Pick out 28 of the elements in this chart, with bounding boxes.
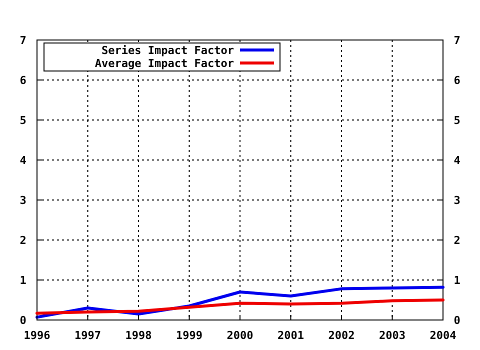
y2-tick-label: 2 (454, 234, 460, 247)
y2-tick-label: 3 (454, 194, 460, 207)
y2-tick-label: 0 (454, 314, 460, 327)
y2-tick-label: 7 (454, 34, 460, 47)
y2-tick-label: 4 (454, 154, 461, 167)
y-tick-label: 7 (20, 34, 26, 47)
y-tick-label: 4 (20, 154, 27, 167)
y2-tick-label: 1 (454, 274, 461, 287)
x-tick-label: 1999 (176, 329, 202, 342)
x-tick-label: 2004 (430, 329, 457, 342)
y-tick-label: 6 (20, 74, 27, 87)
x-tick-label: 1998 (125, 329, 152, 342)
x-tick-label: 1997 (74, 329, 101, 342)
line-series (36, 298, 444, 315)
y-tick-label: 5 (20, 114, 26, 127)
y-tick-label: 1 (20, 274, 27, 287)
x-tick-label: 2003 (379, 329, 406, 342)
legend-label: Average Impact Factor (94, 57, 234, 70)
x-tick-label: 2001 (278, 329, 304, 342)
y2-tick-label: 6 (454, 74, 461, 87)
y-tick-label: 3 (20, 194, 26, 207)
y-tick-label: 0 (20, 314, 26, 327)
x-tick-label: 2002 (328, 329, 355, 342)
legend-label: Series Impact Factor (102, 44, 234, 57)
x-tick-label: 1996 (24, 329, 51, 342)
y-tick-label: 2 (20, 234, 26, 247)
x-tick-label: 2000 (226, 329, 254, 342)
y2-tick-label: 5 (454, 114, 460, 127)
